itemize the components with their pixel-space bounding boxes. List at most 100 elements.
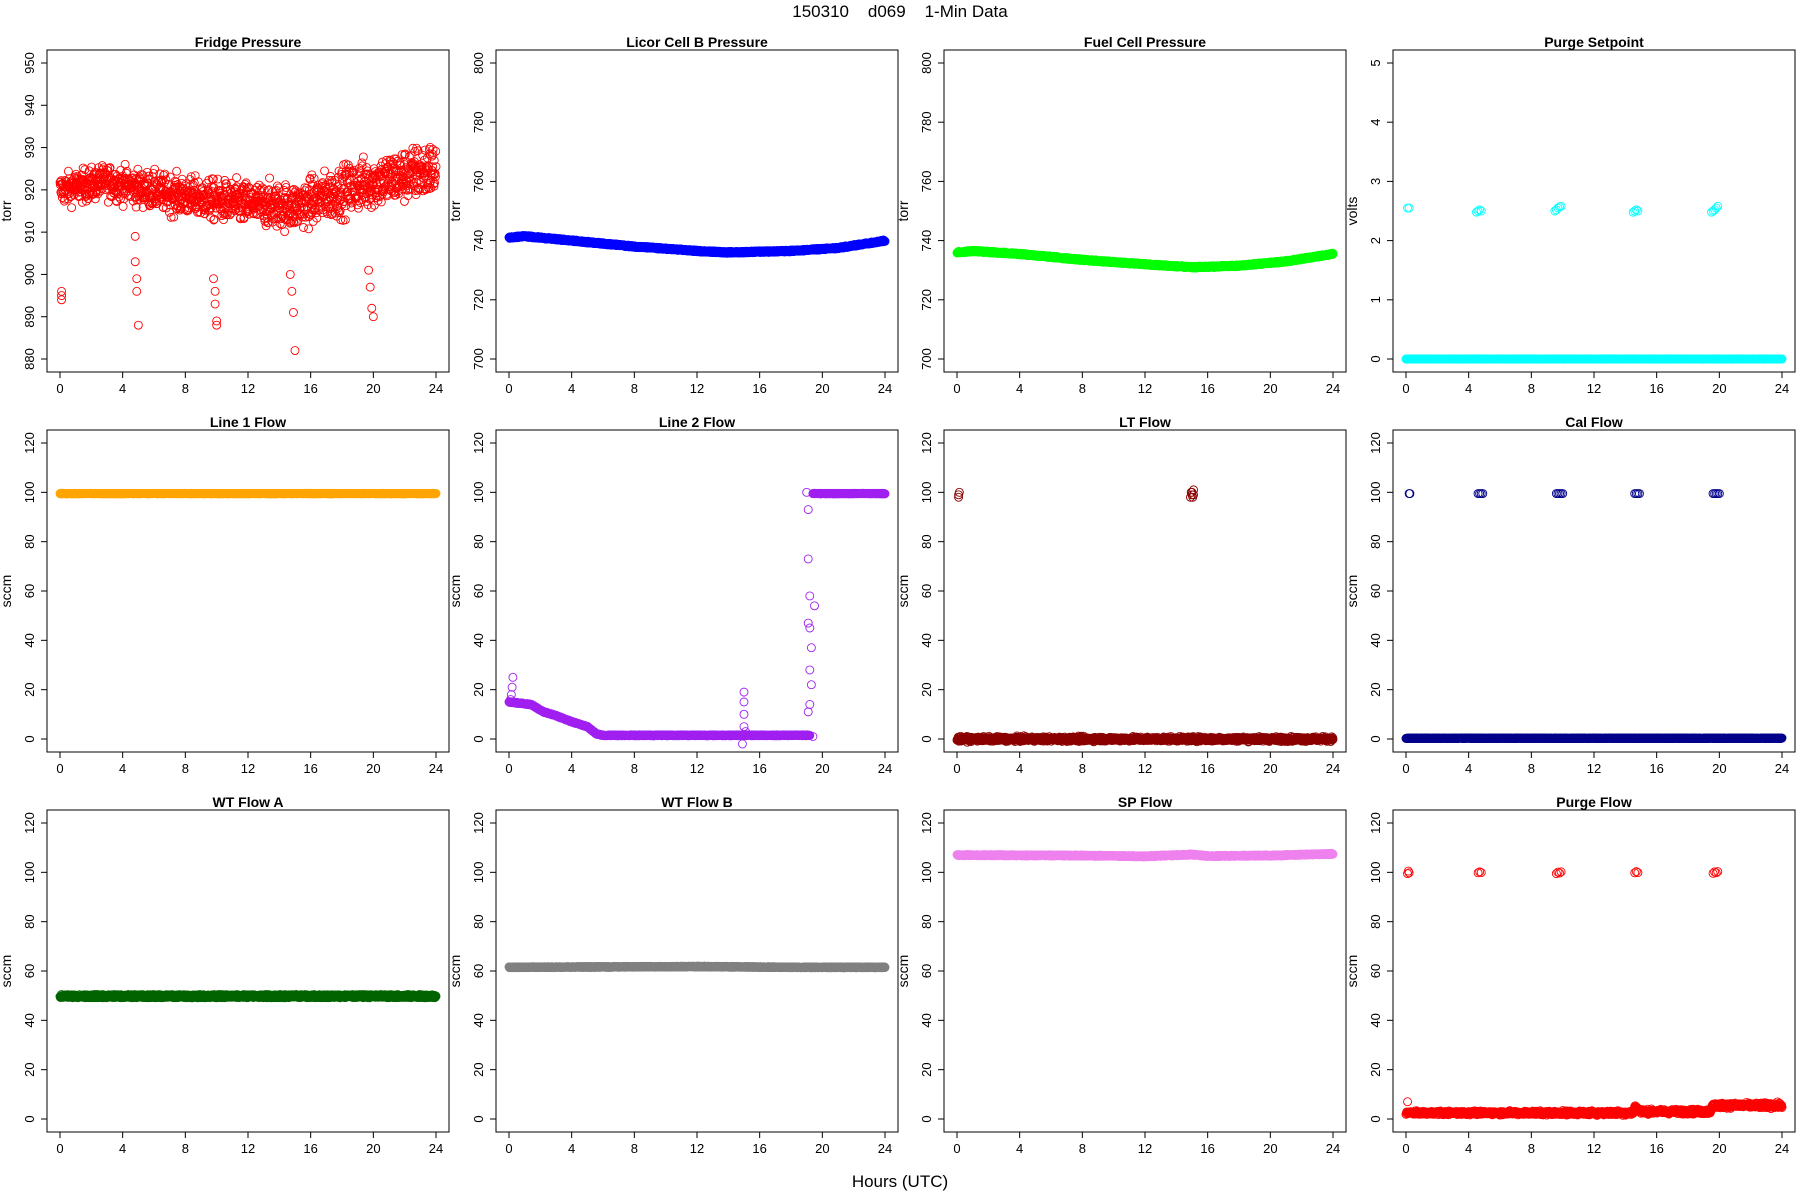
data-point: [90, 194, 100, 204]
y-tick-label: 930: [22, 137, 37, 159]
x-tick-label: 24: [1326, 381, 1340, 396]
series-points: [504, 231, 890, 258]
data-point: [232, 173, 242, 183]
plot-frame: [1392, 49, 1796, 373]
y-tick-label: 5: [1368, 59, 1383, 66]
x-tick-label: 12: [690, 381, 704, 396]
y-tick-label: 740: [919, 230, 934, 252]
data-point: [160, 169, 170, 179]
x-tick-label: 0: [953, 381, 960, 396]
data-point: [133, 320, 143, 330]
data-point: [368, 312, 378, 322]
x-tick-label: 0: [1402, 381, 1409, 396]
data-point: [159, 170, 169, 180]
data-point: [63, 166, 73, 176]
x-tick-label: 16: [303, 381, 317, 396]
x-tick-label: 16: [752, 381, 766, 396]
y-tick-label: 780: [471, 111, 486, 133]
data-point: [288, 308, 298, 317]
data-point: [116, 165, 126, 175]
y-tick-label: 740: [471, 230, 486, 252]
data-point: [166, 212, 176, 222]
y-tick-label: 760: [471, 171, 486, 193]
x-tick-label: 16: [1200, 381, 1214, 396]
y-tick-label: 900: [22, 264, 37, 286]
x-tick-label: 20: [1263, 381, 1277, 396]
plot-frame: [495, 49, 899, 373]
data-point: [213, 174, 223, 184]
x-tick-label: 12: [1138, 381, 1152, 396]
x-tick-label: 12: [241, 381, 255, 396]
data-point: [280, 227, 290, 237]
data-point: [171, 177, 181, 187]
x-tick-label: 20: [815, 381, 829, 396]
y-axis-label: volts: [1344, 197, 1360, 226]
x-tick-label: 4: [1016, 381, 1023, 396]
data-point: [188, 180, 198, 190]
x-tick-label: 8: [631, 381, 638, 396]
y-tick-label: 920: [22, 179, 37, 201]
data-point: [60, 175, 70, 185]
x-tick-label: 8: [1079, 381, 1086, 396]
data-point: [298, 223, 308, 232]
data-point: [290, 346, 300, 355]
x-tick-label: 16: [1649, 381, 1663, 396]
data-point: [285, 269, 295, 279]
series-points: [1401, 201, 1787, 364]
y-tick-label: 720: [471, 289, 486, 311]
x-tick-label: 24: [429, 381, 443, 396]
y-tick-label: 800: [919, 52, 934, 74]
y-tick-label: 760: [919, 171, 934, 193]
data-point: [130, 182, 140, 192]
y-tick-label: 4: [1368, 119, 1383, 126]
data-point: [358, 152, 368, 162]
x-tick-label: 4: [568, 381, 575, 396]
data-point: [208, 174, 218, 184]
data-point: [196, 208, 206, 218]
y-axis-label: torr: [447, 200, 463, 221]
plot-frame: [46, 49, 450, 373]
data-point: [177, 178, 187, 188]
series-points: [952, 245, 1338, 273]
data-point: [158, 175, 168, 185]
data-point: [365, 282, 375, 292]
y-tick-label: 2: [1368, 237, 1383, 244]
data-point: [120, 159, 130, 169]
y-tick-label: 940: [22, 94, 37, 116]
data-point: [80, 165, 90, 175]
data-point: [367, 303, 377, 313]
y-tick-label: 0: [1368, 355, 1383, 362]
x-tick-label: 24: [1775, 381, 1789, 396]
y-tick-label: 780: [919, 111, 934, 133]
x-tick-label: 4: [1465, 381, 1472, 396]
data-point: [132, 286, 142, 296]
data-point: [158, 203, 168, 212]
y-axis-label: torr: [895, 200, 911, 221]
x-tick-label: 8: [182, 381, 189, 396]
data-point: [150, 164, 160, 174]
data-point: [287, 286, 297, 296]
data-point: [169, 212, 179, 222]
y-tick-label: 950: [22, 52, 37, 74]
data-point: [132, 274, 142, 284]
data-point: [116, 194, 125, 204]
panel-title: Fuel Cell Pressure: [1084, 34, 1206, 50]
y-tick-label: 3: [1368, 178, 1383, 185]
data-point: [78, 163, 88, 173]
data-point: [127, 183, 137, 192]
data-point: [130, 231, 140, 241]
data-point: [161, 175, 171, 185]
y-tick-label: 880: [22, 348, 37, 370]
y-tick-label: 700: [471, 348, 486, 370]
x-tick-label: 24: [878, 381, 892, 396]
data-point: [118, 202, 128, 211]
y-tick-label: 800: [471, 52, 486, 74]
data-point: [108, 182, 118, 192]
data-point: [279, 185, 289, 195]
data-point: [77, 170, 87, 180]
data-point: [197, 195, 207, 205]
data-point: [308, 217, 318, 226]
